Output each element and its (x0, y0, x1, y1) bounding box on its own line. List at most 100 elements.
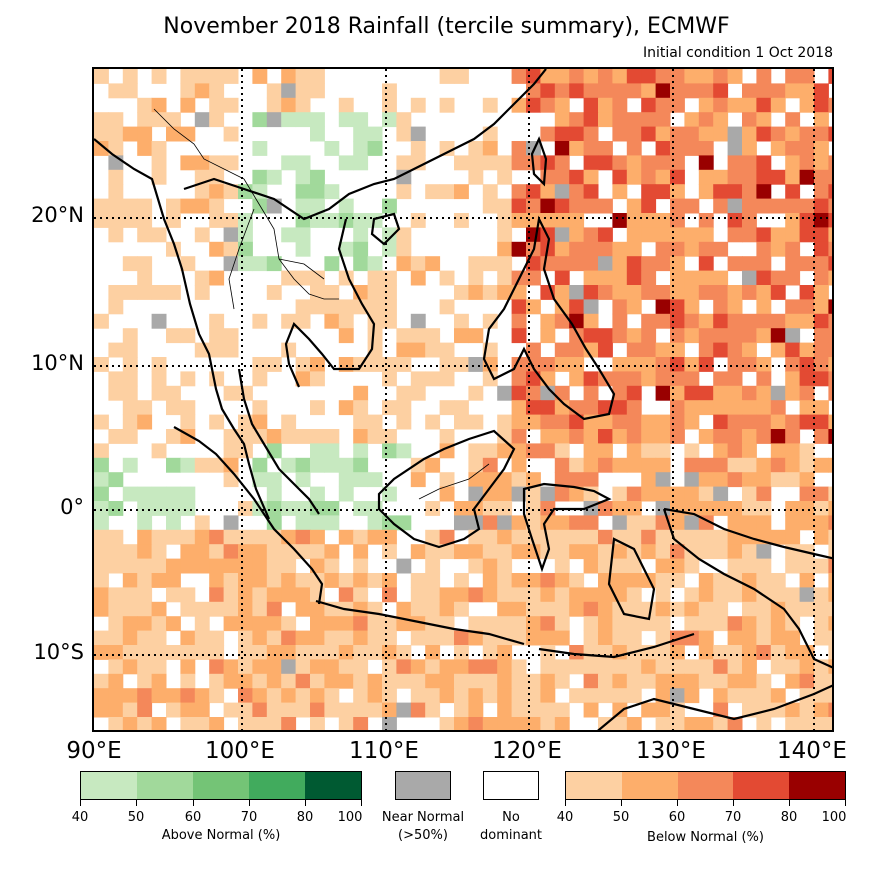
grid-cell (770, 313, 786, 329)
grid-cell (382, 443, 397, 459)
grid-cell (569, 198, 585, 214)
grid-cell (367, 673, 383, 689)
grid-cell (554, 285, 570, 300)
grid-cell (799, 285, 815, 300)
grid-cell (266, 645, 282, 660)
grid-cell (151, 659, 167, 675)
grid-cell (497, 529, 513, 545)
grid-cell (367, 645, 383, 660)
grid-cell (511, 241, 527, 257)
grid-cell (353, 443, 369, 459)
grid-cell (468, 616, 484, 632)
grid-cell (266, 112, 282, 128)
grid-cell (209, 213, 225, 228)
grid-cell (598, 414, 613, 430)
grid-cell (540, 429, 556, 444)
grid-cell (166, 515, 181, 531)
above-swatch-50-60 (137, 772, 193, 799)
grid-cell (468, 717, 484, 730)
grid-cell (626, 112, 642, 128)
grid-cell (770, 587, 786, 603)
grid-cell (166, 645, 181, 660)
grid-cell (713, 616, 729, 632)
grid-cell (727, 558, 743, 574)
grid-cell (554, 558, 570, 574)
grid-cell (151, 645, 167, 660)
grid-cell (281, 414, 297, 430)
grid-cell (166, 529, 181, 545)
grid-cell (511, 515, 527, 531)
grid-cell (295, 529, 311, 545)
grid-cell (137, 501, 153, 516)
above-swatch-70-80 (249, 772, 305, 799)
grid-cell (266, 659, 282, 675)
grid-cell (410, 342, 426, 358)
grid-cell (108, 285, 124, 300)
grid-cell (698, 400, 714, 416)
grid-cell (698, 184, 714, 200)
grid-cell (540, 702, 556, 718)
grid-cell (252, 573, 268, 588)
grid-cell (713, 184, 729, 200)
grid-cell (223, 213, 239, 228)
grid-cell (511, 371, 527, 387)
grid-cell (281, 731, 296, 732)
grid-cell (482, 501, 498, 516)
grid-cell (583, 227, 599, 243)
grid-cell (425, 659, 441, 675)
grid-cell (742, 198, 757, 214)
grid-cell (454, 313, 469, 329)
grid-cell (238, 573, 253, 588)
grid-cell (612, 155, 628, 171)
tick-mark (361, 800, 362, 806)
grid-cell (540, 616, 556, 632)
coast-australia (597, 684, 832, 730)
grid-cell (785, 601, 801, 617)
grid-cell (238, 587, 253, 603)
grid-cell (382, 731, 397, 732)
grid-cell (396, 256, 412, 272)
grid-cell (641, 357, 657, 372)
grid-cell (554, 587, 570, 603)
grid-cell (799, 198, 815, 214)
grid-cell (756, 501, 772, 516)
grid-cell (828, 198, 832, 214)
grid-cell (540, 673, 556, 689)
grid-cell (511, 141, 527, 156)
grid-cell (742, 673, 757, 689)
grid-cell (814, 213, 829, 228)
grid-cell (698, 342, 714, 358)
grid-cell (814, 501, 829, 516)
grid-cell (382, 702, 397, 718)
grid-cell (626, 285, 642, 300)
below-swatch-50-60 (621, 772, 678, 799)
grid-cell (814, 702, 829, 718)
grid-cell (684, 69, 700, 84)
grid-cell (497, 501, 513, 516)
grid-cell (281, 616, 297, 632)
grid-cell (799, 97, 815, 113)
grid-cell (727, 227, 743, 243)
grid-cell (540, 573, 556, 588)
grid-cell (785, 184, 801, 200)
grid-cell (180, 601, 196, 617)
grid-cell (727, 285, 743, 300)
grid-cell (482, 673, 498, 689)
grid-cell (324, 184, 340, 200)
grid-cell (281, 587, 297, 603)
grid-cell (281, 69, 297, 84)
grid-cell (295, 429, 311, 444)
grid-cell (324, 213, 340, 228)
grid-cell (641, 227, 657, 243)
grid-cell (266, 673, 282, 689)
grid-cell (353, 241, 369, 257)
grid-cell (641, 472, 657, 488)
grid-cell (338, 313, 354, 329)
grid-cell (742, 313, 757, 329)
grid-cell (770, 285, 786, 300)
grid-cell (137, 112, 153, 128)
grid-cell (727, 688, 743, 704)
grid-cell (569, 241, 585, 257)
grid-cell (598, 227, 613, 243)
grid-cell (295, 457, 311, 473)
